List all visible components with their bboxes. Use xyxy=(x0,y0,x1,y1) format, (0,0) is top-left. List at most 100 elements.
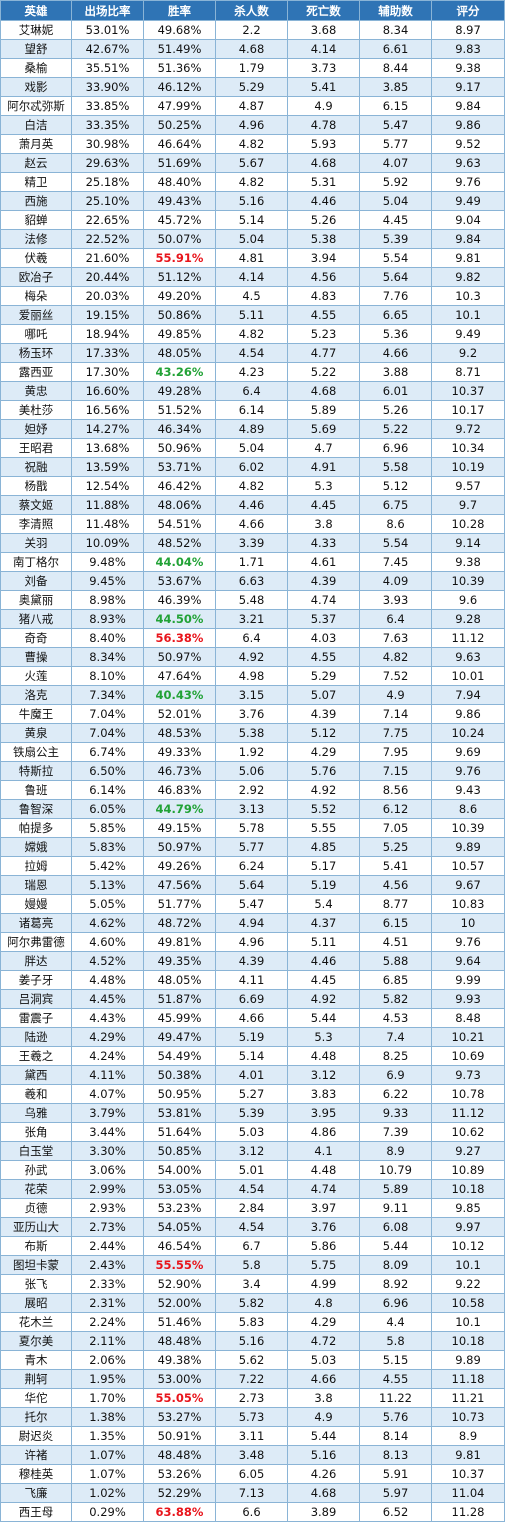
hero-name-cell: 嫚嫚 xyxy=(0,894,72,914)
pick-rate-cell: 35.51% xyxy=(71,58,144,78)
win-rate-cell: 50.25% xyxy=(143,115,216,135)
table-row: 荆轲 1.95% 53.00% 7.22 4.66 4.55 11.18 xyxy=(0,1369,505,1389)
table-row: 吕洞宾 4.45% 51.87% 6.69 4.92 5.82 9.93 xyxy=(0,989,505,1009)
hero-name-cell: 祝融 xyxy=(0,457,72,477)
table-row: 穆桂英 1.07% 53.26% 6.05 4.26 5.91 10.37 xyxy=(0,1464,505,1484)
pick-rate-cell: 30.98% xyxy=(71,134,144,154)
kills-cell: 4.54 xyxy=(215,1217,288,1237)
rating-cell: 11.28 xyxy=(431,1502,505,1522)
assists-cell: 7.39 xyxy=(359,1122,432,1142)
win-rate-cell: 48.48% xyxy=(143,1331,216,1351)
table-row: 牛魔王 7.04% 52.01% 3.76 4.39 7.14 9.86 xyxy=(0,704,505,724)
pick-rate-cell: 22.65% xyxy=(71,210,144,230)
deaths-cell: 4.68 xyxy=(287,1483,360,1503)
hero-name-cell: 白洁 xyxy=(0,115,72,135)
assists-cell: 3.85 xyxy=(359,77,432,97)
assists-cell: 7.75 xyxy=(359,723,432,743)
table-row: 展昭 2.31% 52.00% 5.82 4.8 6.96 10.58 xyxy=(0,1293,505,1313)
hero-name-cell: 奇奇 xyxy=(0,628,72,648)
table-row: 哪吒 18.94% 49.85% 4.82 5.23 5.36 9.49 xyxy=(0,324,505,344)
pick-rate-cell: 10.09% xyxy=(71,533,144,553)
kills-cell: 4.82 xyxy=(215,324,288,344)
pick-rate-cell: 9.48% xyxy=(71,552,144,572)
assists-cell: 7.76 xyxy=(359,286,432,306)
table-row: 诸葛亮 4.62% 48.72% 4.94 4.37 6.15 10 xyxy=(0,913,505,933)
kills-cell: 5.14 xyxy=(215,210,288,230)
win-rate-cell: 54.51% xyxy=(143,514,216,534)
table-row: 曹操 8.34% 50.97% 4.92 4.55 4.82 9.63 xyxy=(0,647,505,667)
table-row: 精卫 25.18% 48.40% 4.82 5.31 5.92 9.76 xyxy=(0,172,505,192)
rating-cell: 10.17 xyxy=(431,400,505,420)
table-row: 西王母 0.29% 63.88% 6.6 3.89 6.52 11.28 xyxy=(0,1502,505,1522)
assists-cell: 8.9 xyxy=(359,1141,432,1161)
pick-rate-cell: 2.33% xyxy=(71,1274,144,1294)
table-row: 法修 22.52% 50.07% 5.04 5.38 5.39 9.84 xyxy=(0,229,505,249)
kills-cell: 4.82 xyxy=(215,172,288,192)
assists-cell: 6.15 xyxy=(359,96,432,116)
deaths-cell: 4.29 xyxy=(287,742,360,762)
deaths-cell: 4.45 xyxy=(287,970,360,990)
win-rate-cell: 53.05% xyxy=(143,1179,216,1199)
hero-name-cell: 乌雅 xyxy=(0,1103,72,1123)
win-rate-cell: 55.55% xyxy=(143,1255,216,1275)
rating-cell: 10.58 xyxy=(431,1293,505,1313)
win-rate-cell: 45.72% xyxy=(143,210,216,230)
pick-rate-cell: 42.67% xyxy=(71,39,144,59)
hero-name-cell: 艾琳妮 xyxy=(0,20,72,40)
pick-rate-cell: 4.60% xyxy=(71,932,144,952)
pick-rate-cell: 25.18% xyxy=(71,172,144,192)
deaths-cell: 4.92 xyxy=(287,780,360,800)
hero-name-cell: 爱丽丝 xyxy=(0,305,72,325)
table-row: 猪八戒 8.93% 44.50% 3.21 5.37 6.4 9.28 xyxy=(0,609,505,629)
deaths-cell: 4.9 xyxy=(287,96,360,116)
pick-rate-cell: 3.06% xyxy=(71,1160,144,1180)
assists-cell: 6.61 xyxy=(359,39,432,59)
win-rate-cell: 49.28% xyxy=(143,381,216,401)
win-rate-cell: 44.50% xyxy=(143,609,216,629)
table-row: 嫦娥 5.83% 50.97% 5.77 4.85 5.25 9.89 xyxy=(0,837,505,857)
hero-name-cell: 布斯 xyxy=(0,1236,72,1256)
table-row: 贞德 2.93% 53.23% 2.84 3.97 9.11 9.85 xyxy=(0,1198,505,1218)
kills-cell: 4.98 xyxy=(215,666,288,686)
assists-cell: 9.33 xyxy=(359,1103,432,1123)
kills-cell: 3.11 xyxy=(215,1426,288,1446)
assists-cell: 5.12 xyxy=(359,476,432,496)
assists-cell: 4.09 xyxy=(359,571,432,591)
hero-name-cell: 猪八戒 xyxy=(0,609,72,629)
pick-rate-cell: 19.15% xyxy=(71,305,144,325)
kills-cell: 4.66 xyxy=(215,514,288,534)
hero-name-cell: 洛克 xyxy=(0,685,72,705)
hero-name-cell: 火莲 xyxy=(0,666,72,686)
rating-cell: 9.69 xyxy=(431,742,505,762)
table-row: 南丁格尔 9.48% 44.04% 1.71 4.61 7.45 9.38 xyxy=(0,552,505,572)
table-row: 许褚 1.07% 48.48% 3.48 5.16 8.13 9.81 xyxy=(0,1445,505,1465)
hero-name-cell: 花荣 xyxy=(0,1179,72,1199)
assists-cell: 8.09 xyxy=(359,1255,432,1275)
deaths-cell: 4.8 xyxy=(287,1293,360,1313)
assists-cell: 8.25 xyxy=(359,1046,432,1066)
deaths-cell: 4.48 xyxy=(287,1046,360,1066)
assists-cell: 5.64 xyxy=(359,267,432,287)
pick-rate-cell: 22.52% xyxy=(71,229,144,249)
assists-cell: 6.01 xyxy=(359,381,432,401)
table-row: 梅朵 20.03% 49.20% 4.5 4.83 7.76 10.3 xyxy=(0,286,505,306)
rating-cell: 10.21 xyxy=(431,1027,505,1047)
deaths-cell: 3.83 xyxy=(287,1084,360,1104)
rating-cell: 9.76 xyxy=(431,932,505,952)
kills-cell: 5.06 xyxy=(215,761,288,781)
win-rate-cell: 40.43% xyxy=(143,685,216,705)
kills-cell: 5.67 xyxy=(215,153,288,173)
table-row: 白洁 33.35% 50.25% 4.96 4.78 5.47 9.86 xyxy=(0,115,505,135)
pick-rate-cell: 6.14% xyxy=(71,780,144,800)
pick-rate-cell: 4.45% xyxy=(71,989,144,1009)
hero-name-cell: 关羽 xyxy=(0,533,72,553)
rating-cell: 10.18 xyxy=(431,1179,505,1199)
pick-rate-cell: 4.62% xyxy=(71,913,144,933)
win-rate-cell: 49.38% xyxy=(143,1350,216,1370)
assists-cell: 4.56 xyxy=(359,875,432,895)
deaths-cell: 5.31 xyxy=(287,172,360,192)
deaths-cell: 5.16 xyxy=(287,1445,360,1465)
kills-cell: 6.69 xyxy=(215,989,288,1009)
kills-cell: 2.92 xyxy=(215,780,288,800)
pick-rate-cell: 25.10% xyxy=(71,191,144,211)
